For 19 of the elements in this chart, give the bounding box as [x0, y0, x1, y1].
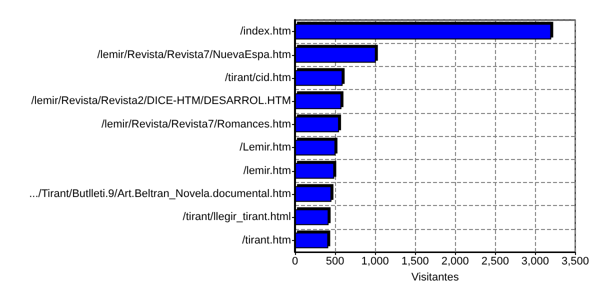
x-tick-label: 500: [326, 256, 344, 268]
x-tick-label: 3,000: [521, 256, 549, 268]
y-tick-label: /lemir/Revista/Revista7/NuevaEspa.htm: [97, 48, 291, 61]
y-tick-label: .../Tirant/Butlleti.9/Art.Beltran_Novela.documental.htm: [29, 188, 291, 200]
y-tick-label: /tirant.htm: [242, 234, 291, 246]
y-tick-label: /lemir/Revista/Revista7/Romances.htm: [101, 118, 291, 130]
x-tick-label: 2,500: [481, 256, 509, 268]
x-tick-label: 1,500: [401, 256, 429, 268]
y-tick-label: /tirant/cid.htm: [224, 72, 291, 84]
y-tick-label: /lemir.htm: [243, 164, 291, 177]
x-tick-label: 3,500: [561, 256, 589, 268]
x-axis-title: Visitantes: [411, 271, 460, 284]
y-tick-label: /lemir/Revista/Revista2/DICE-HTM/DESARROL.HTM: [31, 95, 291, 108]
x-tick-label: 2,000: [441, 256, 469, 268]
y-tick-label: /Lemir.htm: [240, 142, 291, 154]
y-tick-label: /index.htm: [240, 26, 291, 38]
x-tick-label: 0: [292, 256, 298, 268]
y-tick-label: /tirant/llegir_tirant.html: [182, 211, 291, 224]
x-tick-label: 1,000: [361, 256, 389, 268]
